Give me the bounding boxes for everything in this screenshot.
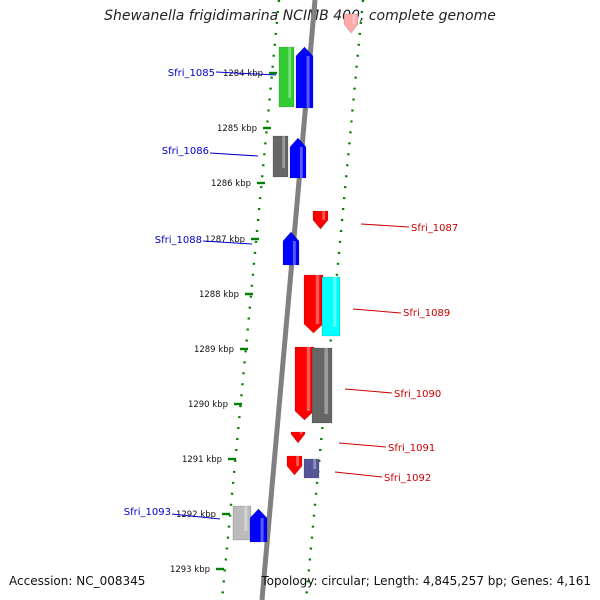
gene-block-1089-b [321, 276, 341, 337]
gene-block-1088 [282, 231, 300, 266]
gene-block-1085-b [295, 46, 314, 109]
kbp-tick-label: 1289 kbp [194, 345, 234, 355]
guide-dotted-line [220, 0, 281, 600]
gene-label[interactable]: Sfri_1089 [403, 308, 450, 319]
gene-shading [315, 275, 320, 324]
gene-block-1087 [312, 210, 329, 230]
gene-shading [288, 47, 291, 98]
gene-label-leader [171, 513, 221, 520]
gene-block-1085-a [278, 46, 295, 108]
gene-shading [299, 432, 303, 434]
gene-block-top [343, 13, 359, 34]
accession-number: Accession: NC_008345 [9, 574, 146, 588]
gene-shading [260, 518, 264, 542]
gene-block-1091 [290, 431, 306, 444]
gene-shading [306, 347, 311, 411]
gene-label-leader [338, 442, 387, 448]
gene-label[interactable]: Sfri_1086 [162, 146, 209, 157]
gene-shading [292, 241, 296, 265]
gene-label[interactable]: Sfri_1090 [394, 389, 441, 400]
genome-stats: Topology: circular; Length: 4,845,257 bp… [261, 574, 591, 588]
gene-shading [313, 459, 316, 469]
gene-label-leader [209, 152, 259, 157]
kbp-tick-label: 1286 kbp [211, 179, 251, 189]
gene-label-leader [352, 308, 402, 314]
kbp-tick-label: 1284 kbp [223, 69, 263, 79]
gene-label[interactable]: Sfri_1087 [411, 223, 458, 234]
gene-shading [333, 277, 337, 327]
gene-label-leader [334, 471, 383, 478]
gene-shading [322, 211, 325, 220]
kbp-tick-label: 1285 kbp [217, 124, 257, 134]
kbp-tick-label: 1291 kbp [182, 455, 222, 465]
gene-block-1086-a [272, 135, 289, 178]
gene-block-1093-b [249, 508, 268, 543]
gene-label-leader [202, 240, 253, 245]
kbp-tick-label: 1290 kbp [188, 400, 228, 410]
gene-shading [306, 56, 310, 108]
genome-title: Shewanella frigidimarina NCIMB 400, comp… [104, 8, 496, 24]
kbp-tick-label: 1287 kbp [205, 235, 245, 245]
guide-dotted-line [304, 0, 365, 600]
gene-shading [244, 506, 248, 531]
gene-label[interactable]: Sfri_1091 [388, 443, 435, 454]
gene-label[interactable]: Sfri_1085 [168, 68, 215, 79]
gene-block-1086-b [289, 137, 307, 179]
gene-label[interactable]: Sfri_1088 [155, 235, 202, 246]
gene-shading [282, 136, 285, 168]
kbp-tick-label: 1292 kbp [176, 510, 216, 520]
gene-block-1092-b [303, 458, 320, 479]
gene-block-1089-a [303, 274, 324, 334]
gene-block-1090-a [294, 346, 315, 421]
gene-label[interactable]: Sfri_1093 [124, 507, 171, 518]
gene-shading [324, 348, 328, 414]
gene-block-1093-a [232, 505, 252, 541]
gene-shading [352, 14, 356, 24]
gene-block-1092-a [286, 455, 303, 476]
gene-block-1090-b [311, 347, 333, 424]
gene-label-leader [215, 71, 277, 76]
gene-label[interactable]: Sfri_1092 [384, 473, 431, 484]
gene-shading [296, 456, 299, 466]
kbp-tick-label: 1288 kbp [199, 290, 239, 300]
gene-shading [299, 147, 303, 178]
kbp-tick-label: 1293 kbp [170, 565, 210, 575]
gene-label-leader [344, 388, 393, 394]
gene-label-leader [360, 223, 410, 228]
